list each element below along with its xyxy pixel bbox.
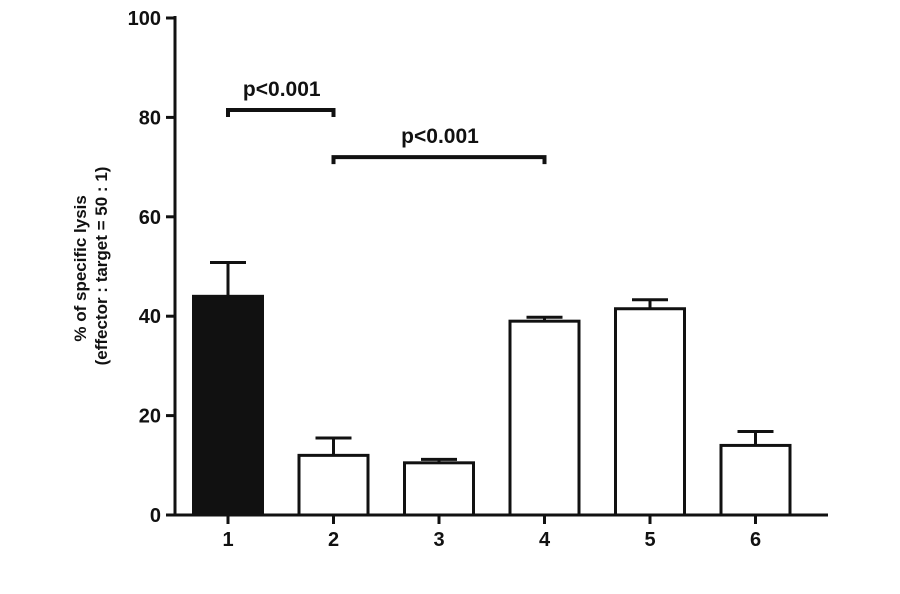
significance-bracket-2 <box>331 155 547 165</box>
error-bars-group <box>210 261 774 463</box>
bar-2 <box>297 453 370 517</box>
x-tick-label-3: 3 <box>433 529 444 551</box>
bar-4 <box>508 319 581 517</box>
x-ticks-group: 1 2 3 4 5 6 <box>222 515 761 551</box>
y-axis-label-line2: (effector : target = 50 : 1) <box>92 167 111 366</box>
y-tick-label-40: 40 <box>139 306 161 328</box>
bar-6 <box>719 443 792 517</box>
axes-group <box>173 16 828 517</box>
bar-1 <box>192 294 264 517</box>
bar-3 <box>403 461 475 517</box>
x-tick-label-4: 4 <box>539 529 551 551</box>
y-tick-label-0: 0 <box>150 505 161 527</box>
y-ticks-group: 0 20 40 60 80 100 <box>128 8 175 527</box>
bars-group <box>192 294 792 517</box>
x-tick-label-1: 1 <box>222 529 233 551</box>
bar-5 <box>614 307 686 517</box>
x-tick-label-6: 6 <box>750 529 761 551</box>
y-tick-label-80: 80 <box>139 107 161 129</box>
significance-bracket-1 <box>226 107 336 117</box>
y-axis-label-line1: % of specific lysis <box>71 195 90 341</box>
significance-label-2: p<0.001 <box>401 125 479 148</box>
y-tick-label-100: 100 <box>128 8 161 30</box>
annotations-group: p<0.001 p<0.001 <box>226 78 547 165</box>
y-tick-label-60: 60 <box>139 207 161 229</box>
x-tick-label-2: 2 <box>328 529 339 551</box>
y-axis-label: % of specific lysis (effector : target =… <box>71 167 111 366</box>
significance-label-1: p<0.001 <box>243 78 321 101</box>
y-tick-label-20: 20 <box>139 406 161 428</box>
x-tick-label-5: 5 <box>644 529 655 551</box>
